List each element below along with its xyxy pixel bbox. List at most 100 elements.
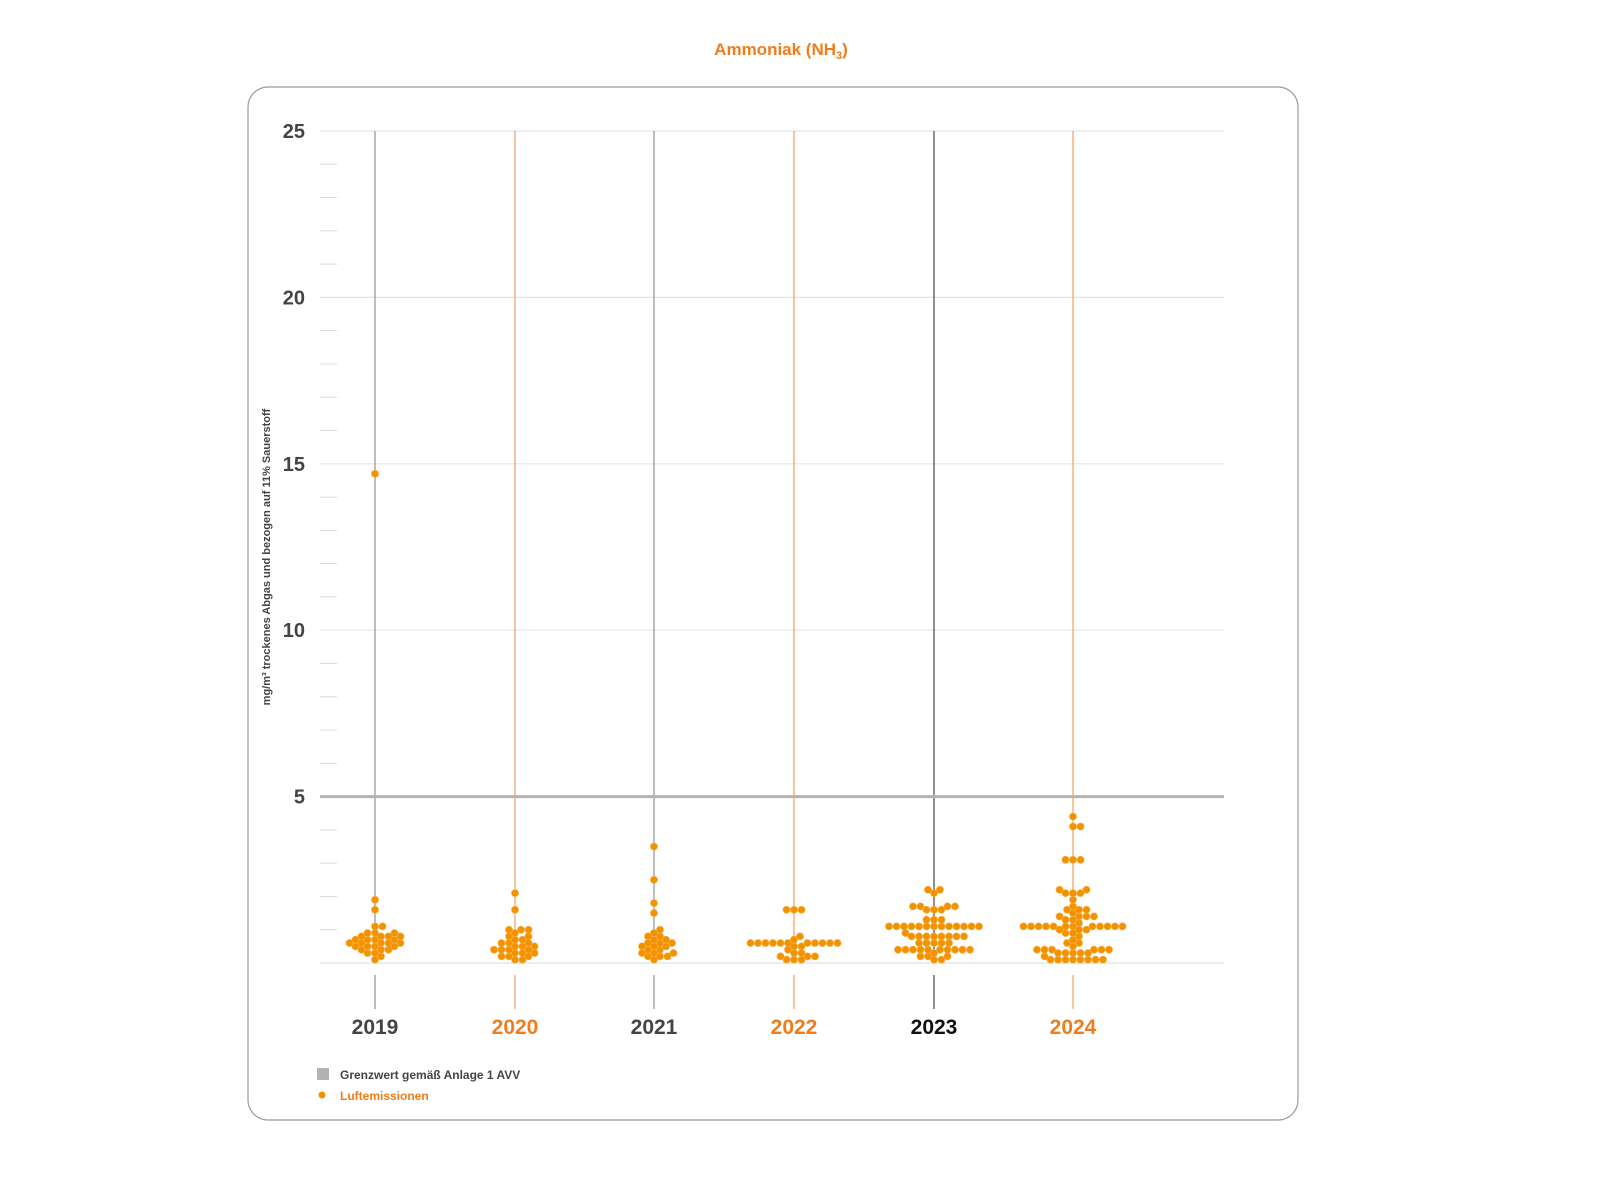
data-point: [1069, 949, 1077, 957]
data-point: [894, 945, 902, 954]
data-point: [930, 915, 938, 924]
data-point: [497, 945, 506, 954]
data-point: [378, 922, 387, 931]
data-point: [761, 939, 770, 947]
data-point: [960, 922, 968, 931]
data-point: [885, 922, 893, 931]
data-point: [951, 902, 959, 911]
data-point: [900, 922, 908, 931]
x-tick-label: 2022: [771, 1016, 818, 1039]
data-point: [357, 932, 366, 941]
data-point: [1055, 885, 1064, 894]
data-point: [907, 932, 916, 941]
data-point: [790, 935, 798, 944]
data-point: [803, 939, 812, 947]
legend-dot-marker: [318, 1091, 326, 1099]
data-point: [363, 929, 372, 937]
data-point: [901, 929, 910, 937]
data-point: [930, 922, 938, 931]
data-point: [776, 939, 785, 947]
data-point: [945, 922, 953, 931]
chart-title: Ammoniak (NH3): [714, 40, 848, 62]
data-point: [1061, 955, 1070, 964]
data-point: [650, 899, 658, 907]
data-point: [937, 905, 946, 914]
data-point: [384, 932, 393, 941]
data-point: [1046, 955, 1055, 964]
data-point: [1061, 949, 1070, 957]
data-point: [811, 939, 819, 947]
data-point: [1118, 922, 1127, 931]
legend-limit-label: Grenzwert gemäß Anlage 1 AVV: [340, 1068, 520, 1082]
data-point: [769, 939, 777, 947]
data-point: [1049, 922, 1058, 931]
data-point: [505, 925, 513, 934]
data-point: [922, 915, 931, 924]
data-point: [1084, 949, 1092, 957]
data-point: [901, 945, 910, 954]
data-point: [916, 945, 925, 954]
data-point: [930, 905, 938, 914]
data-point: [958, 945, 967, 954]
data-point: [1090, 912, 1098, 921]
data-point: [1019, 922, 1028, 931]
x-tick-label: 2023: [911, 1016, 958, 1039]
y-tick-label: 25: [283, 121, 305, 143]
data-point: [1069, 889, 1077, 898]
data-point: [915, 922, 923, 931]
chart-card: [247, 86, 1299, 1121]
data-point: [916, 902, 925, 911]
data-point: [1091, 955, 1100, 964]
data-point: [1069, 855, 1077, 864]
data-point: [1090, 945, 1098, 954]
data-point: [746, 939, 755, 947]
y-axis-label: mg/m³ trockenes Abgas und bezogen auf 11…: [261, 408, 273, 705]
data-point: [1082, 912, 1091, 921]
data-point: [511, 929, 519, 937]
x-tick-label: 2019: [352, 1016, 399, 1039]
data-point: [1076, 822, 1085, 831]
data-point: [922, 939, 931, 947]
data-point: [1040, 952, 1049, 961]
data-point: [937, 922, 946, 931]
data-point: [922, 905, 931, 914]
data-point: [937, 915, 946, 924]
data-point: [1061, 855, 1070, 864]
data-point: [345, 939, 354, 947]
data-point: [754, 939, 762, 947]
data-point: [1040, 945, 1049, 954]
data-point: [943, 945, 952, 954]
data-point: [833, 939, 842, 947]
data-point: [937, 955, 946, 964]
data-point: [909, 945, 917, 954]
data-point: [371, 469, 379, 478]
data-point: [966, 945, 974, 954]
data-point: [797, 905, 806, 914]
data-point: [371, 905, 379, 914]
data-point: [511, 889, 519, 898]
data-point: [517, 925, 525, 934]
legend-dot-label: Luftemissionen: [340, 1089, 429, 1103]
data-point: [650, 842, 658, 851]
x-tick-label: 2024: [1050, 1016, 1097, 1039]
data-point: [945, 939, 953, 947]
y-tick-label: 20: [283, 287, 305, 309]
data-point: [1111, 922, 1119, 931]
data-point: [1069, 902, 1077, 911]
data-point: [662, 935, 670, 944]
data-point: [784, 939, 792, 947]
y-tick-label: 15: [283, 454, 305, 476]
data-point: [930, 932, 938, 941]
data-point: [796, 932, 804, 941]
data-point: [924, 885, 932, 894]
data-point: [924, 945, 932, 954]
data-point: [1063, 939, 1071, 947]
data-point: [1061, 889, 1070, 898]
data-point: [530, 942, 539, 951]
data-point: [922, 932, 931, 941]
data-point: [937, 932, 946, 941]
data-point: [945, 932, 953, 941]
data-point: [975, 922, 983, 931]
data-point: [922, 922, 931, 931]
x-tick-label: 2021: [631, 1016, 678, 1039]
